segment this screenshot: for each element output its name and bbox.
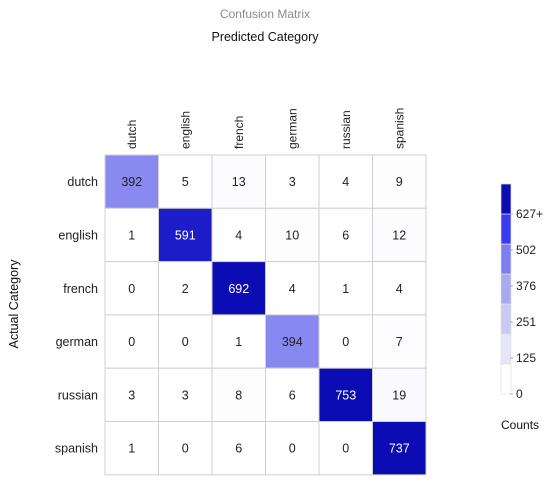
matrix-cell: [265, 314, 320, 369]
cell-value-label: 6: [289, 388, 296, 402]
cell-value-label: 753: [335, 388, 356, 402]
cell-value-label: 4: [289, 282, 296, 296]
colorbar-segment: [500, 303, 512, 335]
matrix-cell: [372, 314, 427, 369]
matrix-cell: [318, 421, 373, 476]
matrix-cell: [211, 154, 266, 209]
cell-value-label: 3: [182, 388, 189, 402]
cell-value-label: 591: [175, 228, 196, 242]
cell-value-label: 6: [342, 228, 349, 242]
colorbar-segment: [500, 363, 512, 395]
matrix-cell: [372, 154, 427, 209]
chart-title: Confusion Matrix: [219, 7, 311, 21]
colorbar-tick-label: 125: [516, 351, 536, 365]
cell-value-label: 394: [282, 335, 303, 349]
y-tick-label: english: [58, 228, 98, 242]
cell-value-label: 0: [182, 442, 189, 456]
matrix-cell: [104, 261, 159, 316]
cell-value-label: 4: [342, 175, 349, 189]
cell-value-label: 0: [182, 335, 189, 349]
matrix-cell: [158, 421, 213, 476]
cell-value-label: 3: [289, 175, 296, 189]
cell-value-label: 392: [121, 175, 142, 189]
matrix-cell: [158, 261, 213, 316]
colorbar-segment: [500, 243, 512, 275]
cell-value-label: 9: [396, 175, 403, 189]
x-tick-label: russian: [339, 110, 353, 149]
matrix-cell: [318, 367, 373, 423]
cell-value-label: 8: [235, 388, 242, 402]
colorbar-tick-label: 502: [516, 243, 536, 257]
cell-value-label: 0: [342, 335, 349, 349]
cell-value-label: 692: [228, 282, 249, 296]
cell-value-label: 1: [235, 335, 242, 349]
cell-value-label: 0: [342, 442, 349, 456]
matrix-cell: [372, 207, 427, 263]
colorbar-tick-label: 0: [516, 387, 523, 401]
y-tick-label: dutch: [67, 175, 98, 189]
cell-value-label: 12: [392, 228, 406, 242]
x-axis-label: Predicted Category: [211, 30, 319, 44]
cell-value-label: 0: [128, 335, 135, 349]
y-tick-label: french: [63, 282, 98, 296]
y-tick-label: spanish: [55, 442, 98, 456]
x-tick-label: english: [178, 111, 192, 149]
cell-value-label: 2: [182, 282, 189, 296]
matrix-cell: [265, 421, 320, 476]
cell-value-label: 7: [396, 335, 403, 349]
cell-value-label: 5: [182, 175, 189, 189]
colorbar-segment: [500, 333, 512, 365]
x-tick-label: french: [232, 116, 246, 149]
cell-value-label: 6: [235, 442, 242, 456]
x-tick-label: spanish: [392, 108, 406, 149]
cell-value-label: 4: [235, 228, 242, 242]
colorbar-tick-label: 251: [516, 315, 536, 329]
cell-value-label: 1: [128, 442, 135, 456]
matrix-cell: [265, 367, 320, 423]
matrix-cell: [318, 154, 373, 209]
x-tick-label: german: [285, 108, 299, 149]
matrix-cell: [158, 367, 213, 423]
matrix-cell: [372, 367, 427, 423]
cell-value-label: 0: [128, 282, 135, 296]
matrix-cell: [318, 207, 373, 263]
matrix-cell: [372, 261, 427, 316]
y-tick-label: russian: [58, 388, 98, 402]
cell-value-label: 0: [289, 442, 296, 456]
cell-value-label: 1: [342, 282, 349, 296]
matrix-cell: [211, 207, 266, 263]
matrix-cell: [211, 421, 266, 476]
cell-value-label: 3: [128, 388, 135, 402]
x-tick-label: dutch: [125, 120, 139, 149]
matrix-cell: [372, 421, 427, 476]
matrix-cell: [104, 314, 159, 369]
matrix-cell: [104, 154, 159, 209]
colorbar-segment: [500, 213, 512, 245]
colorbar-tick-label: 627+: [516, 207, 543, 221]
colorbar-segment: [500, 183, 512, 215]
matrix-cell: [104, 421, 159, 476]
colorbar-title: Counts: [501, 418, 540, 432]
y-tick-label: german: [56, 335, 98, 349]
matrix-cell: [158, 314, 213, 369]
cell-value-label: 737: [389, 442, 410, 456]
cell-value-label: 10: [285, 228, 299, 242]
cell-value-label: 4: [396, 282, 403, 296]
cell-value-label: 13: [232, 175, 246, 189]
colorbar-segment: [500, 273, 512, 305]
cell-value-label: 19: [392, 388, 406, 402]
cell-value-label: 1: [128, 228, 135, 242]
colorbar-tick-label: 376: [516, 279, 536, 293]
matrix-cell: [265, 154, 320, 209]
